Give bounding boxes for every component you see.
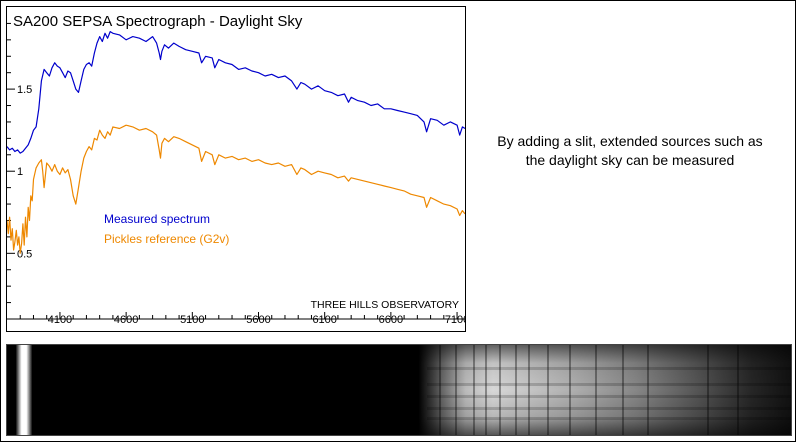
series-lines [7, 31, 465, 254]
y-axis: 0.5 1 1.5 [7, 22, 32, 304]
y-tick-label: 1 [17, 166, 23, 178]
x-tick-label: 5100 [180, 314, 204, 326]
zero-order-line [16, 345, 32, 435]
observatory-label: THREE HILLS OBSERVATORY [311, 299, 459, 311]
y-tick-label: 1.5 [17, 84, 32, 96]
spectrum-chart: SA200 SEPSA Spectrograph - Daylight Sky … [6, 6, 466, 332]
x-tick-label: 4100 [48, 314, 72, 326]
chart-title: SA200 SEPSA Spectrograph - Daylight Sky [13, 13, 303, 30]
caption-line-2: the daylight sky can be measured [525, 152, 735, 168]
series-line-measured [7, 31, 465, 154]
x-axis: 4100 4600 5100 5600 6100 6600 7100 [7, 312, 465, 326]
caption-text: By adding a slit, extended sources such … [470, 132, 790, 170]
spectrum-image [6, 344, 792, 436]
spectrum-strip-graphic [7, 345, 791, 435]
x-tick-label: 6100 [312, 314, 336, 326]
x-tick-label: 4600 [114, 314, 138, 326]
x-tick-label: 7100 [445, 314, 465, 326]
x-tick-label: 6600 [379, 314, 403, 326]
chart-canvas: SA200 SEPSA Spectrograph - Daylight Sky … [7, 13, 465, 326]
caption-line-1: By adding a slit, extended sources such … [497, 133, 763, 149]
series-line-reference [7, 124, 465, 254]
x-tick-label: 5600 [246, 314, 270, 326]
legend-reference: Pickles reference (G2v) [104, 232, 229, 246]
y-tick-label: 0.5 [17, 248, 32, 260]
legend-measured: Measured spectrum [104, 212, 210, 226]
